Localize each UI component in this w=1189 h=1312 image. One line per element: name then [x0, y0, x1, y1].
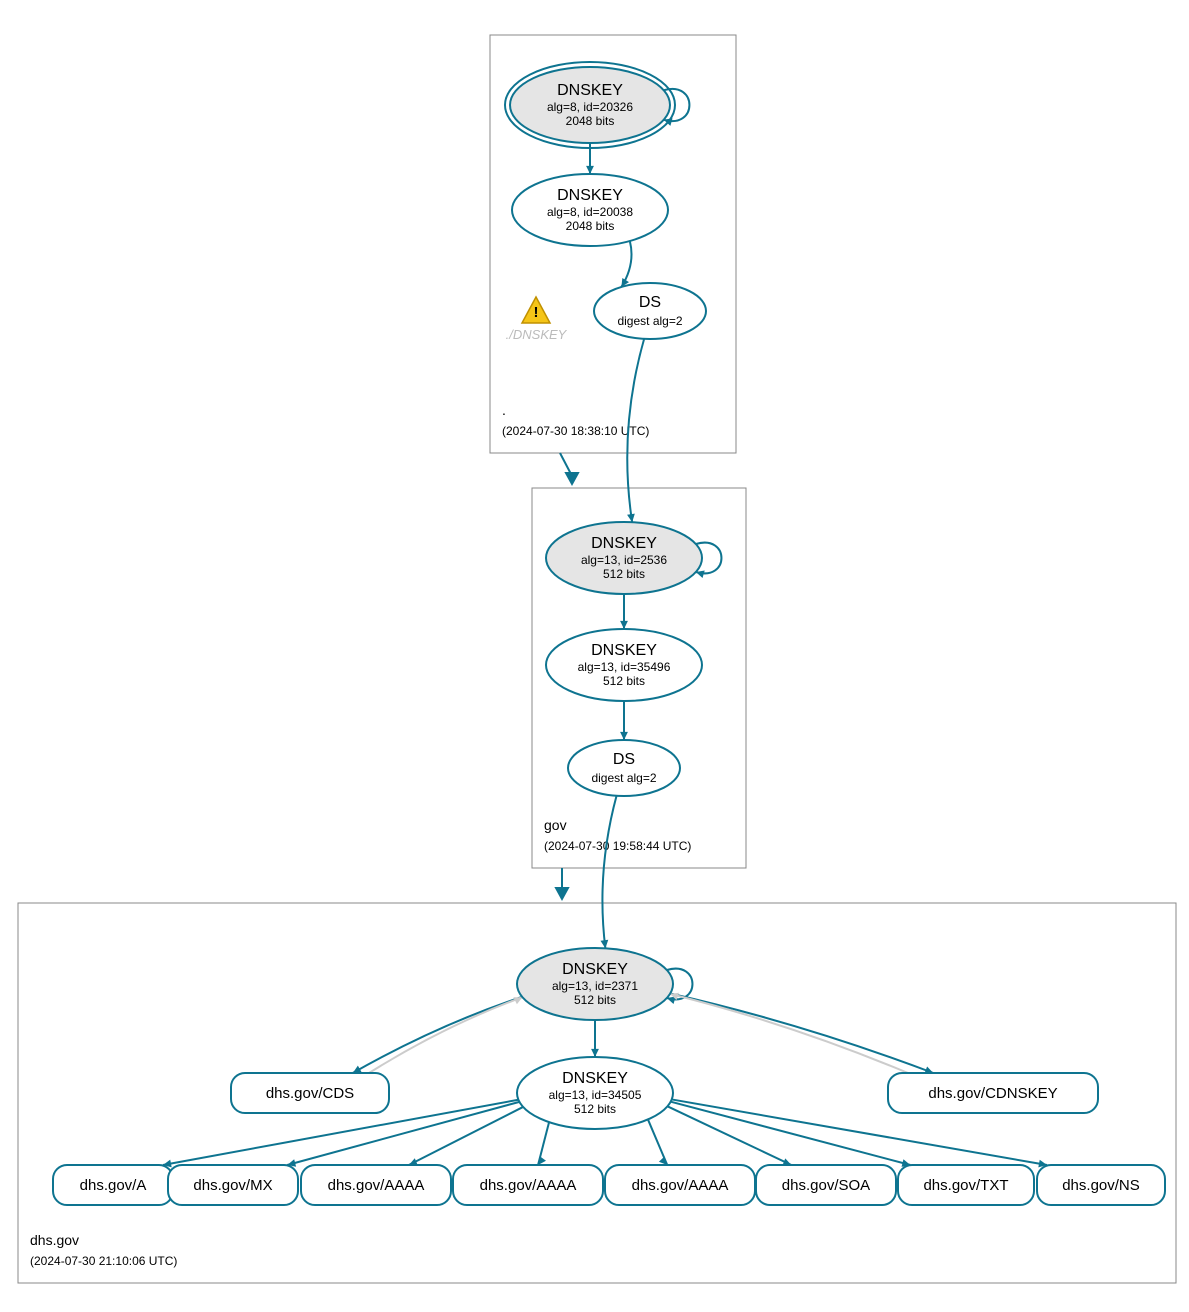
- node-title: DNSKEY: [557, 187, 623, 204]
- node-title: DS: [613, 751, 635, 768]
- rrset-label: dhs.gov/CDNSKEY: [928, 1085, 1057, 1102]
- dnssec-diagram: . (2024-07-30 18:38:10 UTC) gov (2024-07…: [0, 0, 1189, 1312]
- node-title: DNSKEY: [591, 642, 657, 659]
- node-line2: alg=13, id=2371: [552, 979, 638, 993]
- rrset-cdnskey: dhs.gov/CDNSKEY: [888, 1073, 1098, 1113]
- warn-label: ./DNSKEY: [506, 327, 568, 342]
- node-root_ds: DS digest alg=2: [594, 283, 706, 339]
- node-root_zsk: DNSKEYalg=8, id=200382048 bits: [512, 174, 668, 246]
- node-line3: 2048 bits: [566, 114, 615, 128]
- rrset-label: dhs.gov/CDS: [266, 1085, 354, 1102]
- node-dhs_zsk: DNSKEYalg=13, id=34505512 bits: [517, 1057, 673, 1129]
- rrset-label: dhs.gov/A: [80, 1177, 147, 1194]
- node-line3: 2048 bits: [566, 219, 615, 233]
- zone-label-dhs: dhs.gov: [30, 1232, 79, 1248]
- zone-label-gov: gov: [544, 817, 567, 833]
- warn-bang: !: [534, 304, 539, 321]
- node-title: DNSKEY: [562, 961, 628, 978]
- rrset-mx: dhs.gov/MX: [168, 1165, 298, 1205]
- warning-icon: ! ./DNSKEY: [506, 297, 568, 342]
- node-line2: digest alg=2: [591, 771, 656, 785]
- node-title: DNSKEY: [591, 535, 657, 552]
- rrset-label: dhs.gov/AAAA: [328, 1177, 425, 1194]
- rrset-label: dhs.gov/AAAA: [480, 1177, 577, 1194]
- rrset-txt: dhs.gov/TXT: [898, 1165, 1034, 1205]
- node-line2: alg=8, id=20326: [547, 100, 633, 114]
- zone-label-root: .: [502, 402, 506, 418]
- node-line2: alg=8, id=20038: [547, 205, 633, 219]
- node-line2: alg=13, id=34505: [549, 1088, 642, 1102]
- rrset-cds: dhs.gov/CDS: [231, 1073, 389, 1113]
- rrset-label: dhs.gov/NS: [1062, 1177, 1140, 1194]
- node-title: DNSKEY: [557, 82, 623, 99]
- node-line3: 512 bits: [603, 674, 645, 688]
- rrset-label: dhs.gov/MX: [193, 1177, 272, 1194]
- rrset-aaaa3: dhs.gov/AAAA: [605, 1165, 755, 1205]
- rrset-ns: dhs.gov/NS: [1037, 1165, 1165, 1205]
- rrset-a: dhs.gov/A: [53, 1165, 173, 1205]
- rrset-label: dhs.gov/SOA: [782, 1177, 870, 1194]
- rrset-label: dhs.gov/AAAA: [632, 1177, 729, 1194]
- rrset-aaaa1: dhs.gov/AAAA: [301, 1165, 451, 1205]
- node-line2: digest alg=2: [617, 314, 682, 328]
- node-gov_ksk: DNSKEYalg=13, id=2536512 bits: [546, 522, 702, 594]
- node-line2: alg=13, id=2536: [581, 553, 667, 567]
- nodes: DNSKEYalg=8, id=203262048 bitsDNSKEYalg=…: [53, 62, 1165, 1205]
- node-title: DS: [639, 294, 661, 311]
- zone-time-dhs: (2024-07-30 21:10:06 UTC): [30, 1254, 177, 1268]
- node-title: DNSKEY: [562, 1070, 628, 1087]
- node-line3: 512 bits: [603, 567, 645, 581]
- node-line2: alg=13, id=35496: [578, 660, 671, 674]
- node-gov_ds: DS digest alg=2: [568, 740, 680, 796]
- node-root_ksk: DNSKEYalg=8, id=203262048 bits: [505, 62, 675, 148]
- node-line3: 512 bits: [574, 993, 616, 1007]
- rrset-label: dhs.gov/TXT: [923, 1177, 1008, 1194]
- rrset-soa: dhs.gov/SOA: [756, 1165, 896, 1205]
- rrset-aaaa2: dhs.gov/AAAA: [453, 1165, 603, 1205]
- node-line3: 512 bits: [574, 1102, 616, 1116]
- node-gov_zsk: DNSKEYalg=13, id=35496512 bits: [546, 629, 702, 701]
- zone-time-gov: (2024-07-30 19:58:44 UTC): [544, 839, 691, 853]
- node-dhs_ksk: DNSKEYalg=13, id=2371512 bits: [517, 948, 673, 1020]
